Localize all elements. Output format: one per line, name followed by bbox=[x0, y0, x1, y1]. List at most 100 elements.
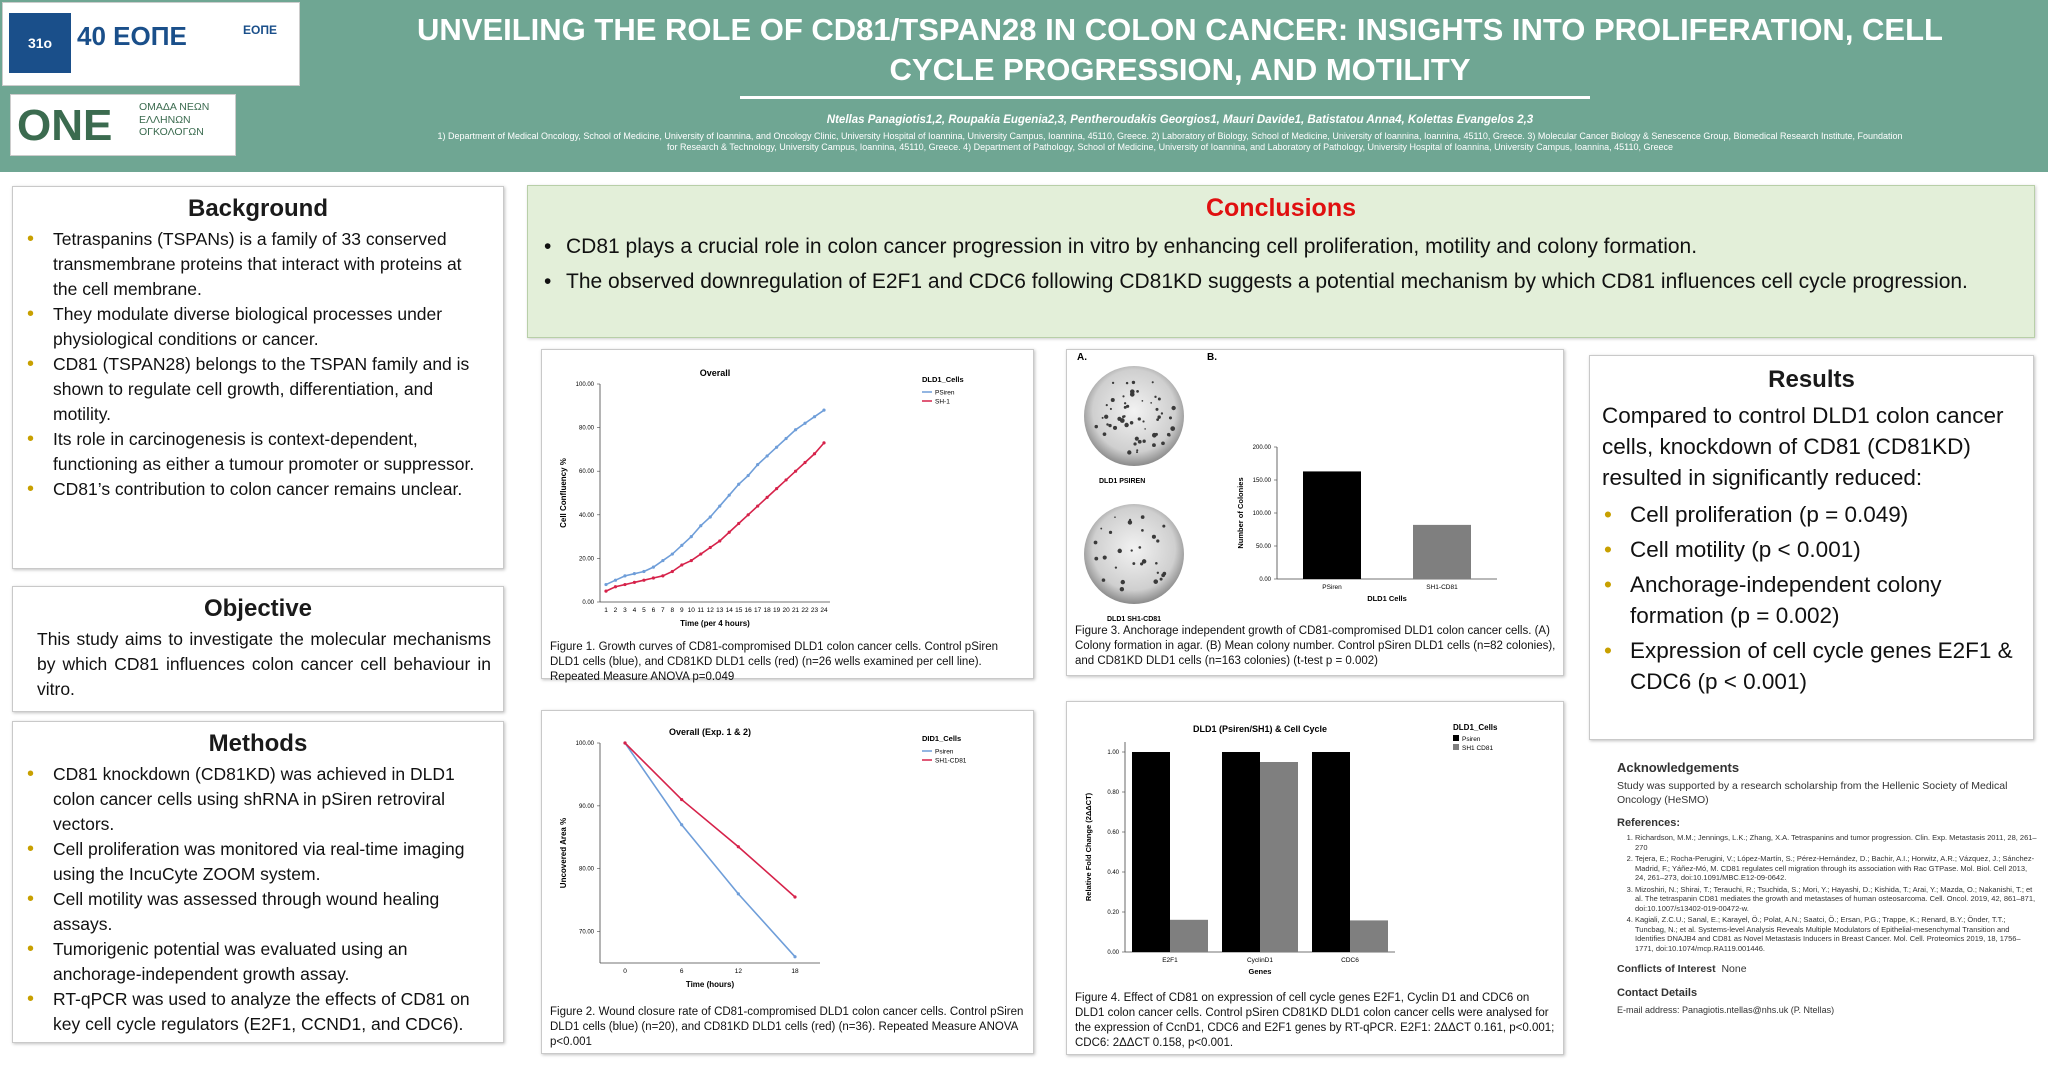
data-point bbox=[642, 569, 646, 574]
data-point bbox=[708, 545, 712, 550]
x-tick-label: 5 bbox=[642, 607, 646, 614]
y-tick-label: 0.00 bbox=[1107, 950, 1119, 956]
x-tick-label: 17 bbox=[754, 607, 762, 614]
data-point bbox=[793, 955, 797, 959]
results-item: Anchorage-independent colony formation (… bbox=[1604, 569, 2023, 631]
data-point bbox=[689, 535, 693, 539]
colony-dot bbox=[1108, 530, 1113, 535]
results-title: Results bbox=[1768, 366, 1855, 393]
data-point bbox=[613, 585, 618, 589]
contact-email[interactable]: E-mail address: Panagiotis.ntellas@nhs.u… bbox=[1617, 1005, 1835, 1015]
x-tick-label: 1 bbox=[604, 607, 608, 614]
y-tick-label: 50.00 bbox=[1256, 544, 1272, 550]
colony-dot bbox=[1156, 571, 1160, 574]
data-point bbox=[651, 565, 655, 569]
colony-dot bbox=[1124, 422, 1129, 428]
y-tick-label: 0.80 bbox=[1107, 790, 1119, 796]
x-tick-label: 19 bbox=[773, 607, 781, 614]
reference-item: Kagiali, Z.C.U.; Sanal, E.; Karayel, Ö.;… bbox=[1635, 915, 2037, 953]
one-logo-text: ΟΜΑΔΑ ΝΕΩΝ ΕΛΛΗΝΩΝ ΟΓΚΟΛΟΓΩΝ bbox=[139, 101, 210, 138]
legend-swatch bbox=[1453, 744, 1459, 750]
title-line-2: CYCLE PROGRESSION, AND MOTILITY bbox=[889, 52, 1471, 87]
methods-title: Methods bbox=[208, 730, 308, 757]
affiliations-line-1: 1) Department of Medical Oncology, Schoo… bbox=[437, 131, 1903, 141]
x-axis-label: Genes bbox=[1249, 967, 1272, 976]
colony-dot bbox=[1100, 527, 1103, 530]
data-point bbox=[623, 574, 627, 578]
colony-dot bbox=[1117, 548, 1122, 554]
x-tick-label: E2F1 bbox=[1162, 957, 1178, 964]
bar-e2f1 bbox=[1132, 752, 1170, 952]
colony-dot bbox=[1170, 426, 1176, 431]
data-point bbox=[689, 558, 693, 563]
data-point bbox=[642, 578, 646, 582]
data-point bbox=[699, 524, 703, 528]
y-axis-label: Cell Confluency % bbox=[559, 458, 568, 528]
y-tick-label: 60.00 bbox=[579, 469, 595, 475]
data-point bbox=[604, 589, 608, 593]
contact-title: Contact Details bbox=[1617, 987, 1698, 999]
colony-dot bbox=[1150, 402, 1153, 404]
x-tick-label: 12 bbox=[707, 607, 715, 614]
figure-3: A. B. DLD1 PSIREN DLD1 SH1-CD81 0.00 50.0… bbox=[1066, 349, 1564, 676]
legend-label: PSiren bbox=[935, 390, 955, 397]
y-axis-label: Number of Colonies bbox=[1236, 477, 1245, 548]
data-point bbox=[793, 469, 798, 473]
affiliations-line-2: for Research & Technology, University Ca… bbox=[666, 142, 1674, 152]
data-point bbox=[803, 460, 807, 465]
colony-dot bbox=[1131, 380, 1136, 385]
y-tick-label: 0.40 bbox=[1107, 870, 1119, 876]
colony-dot bbox=[1108, 423, 1112, 428]
colony-dot bbox=[1105, 404, 1108, 407]
legend-label: Psiren bbox=[935, 749, 954, 756]
data-point bbox=[793, 895, 797, 899]
congress-logo: 31ο 40 ΕΟΠΕ ΕΟΠΕ bbox=[2, 2, 300, 86]
bar-e2f1 bbox=[1170, 919, 1208, 952]
results-item: Cell proliferation (p = 0.049) bbox=[1604, 499, 2023, 530]
x-tick-label: 0 bbox=[623, 968, 627, 975]
data-point bbox=[746, 513, 750, 517]
background-item: CD81’s contribution to colon cancer rema… bbox=[27, 477, 489, 502]
conclusion-item: CD81 plays a crucial role in colon cance… bbox=[544, 231, 2024, 262]
hesmo-logo: ΕΟΠΕ bbox=[243, 23, 278, 37]
colony-dot bbox=[1168, 434, 1171, 437]
x-tick-label: 14 bbox=[726, 607, 734, 614]
y-axis-label: Relative Fold Change (2ΔΔCT) bbox=[1084, 792, 1093, 901]
methods-item: Tumorigenic potential was evaluated usin… bbox=[27, 937, 489, 987]
colony-dot bbox=[1162, 524, 1166, 528]
colony-dot bbox=[1160, 412, 1164, 415]
colony-dot bbox=[1136, 451, 1139, 454]
y-tick-label: 100.00 bbox=[576, 382, 595, 388]
data-point bbox=[736, 892, 740, 896]
poster-title: UNVEILING THE ROLE OF CD81/TSPAN28 IN CO… bbox=[400, 10, 1960, 90]
colony-dot bbox=[1117, 416, 1122, 421]
objective-title: Objective bbox=[203, 595, 313, 622]
colony-dot bbox=[1171, 405, 1176, 411]
methods-item: RT-qPCR was used to analyze the effects … bbox=[27, 987, 489, 1037]
colony-dot bbox=[1134, 436, 1139, 441]
legend-title: DLD1_Cells bbox=[922, 375, 964, 384]
x-tick-label: 3 bbox=[623, 607, 627, 614]
colony-dot bbox=[1154, 395, 1157, 399]
figure-2-chart: Overall (Exp. 1 & 2) 70.00 80.00 90.00 100.0… bbox=[559, 727, 967, 989]
y-tick-label: 0.00 bbox=[582, 600, 594, 606]
methods-panel: Methods CD81 knockdown (CD81KD) was achi… bbox=[12, 721, 504, 1043]
x-tick-label: 4 bbox=[633, 607, 637, 614]
methods-item: Cell proliferation was monitored via rea… bbox=[27, 837, 489, 887]
x-tick-label: 10 bbox=[688, 607, 696, 614]
data-point bbox=[784, 436, 788, 441]
legend-label: Psiren bbox=[1462, 736, 1481, 743]
colony-dot bbox=[1102, 432, 1107, 436]
series-line-psiren bbox=[605, 409, 825, 586]
figure-3-caption: Figure 3. Anchorage independent growth o… bbox=[1075, 625, 1556, 667]
x-axis-label: DLD1 Cells bbox=[1367, 594, 1407, 603]
colony-dot bbox=[1110, 397, 1115, 402]
legend-swatch bbox=[1453, 735, 1459, 741]
colony-dot bbox=[1156, 539, 1160, 543]
colony-dot bbox=[1159, 577, 1163, 581]
colony-dot bbox=[1137, 417, 1141, 421]
colony-dot bbox=[1132, 562, 1136, 566]
figure-1-caption: Figure 1. Growth curves of CD81-compromi… bbox=[550, 641, 999, 683]
data-point bbox=[632, 580, 637, 584]
background-item: They modulate diverse biological process… bbox=[27, 302, 489, 352]
